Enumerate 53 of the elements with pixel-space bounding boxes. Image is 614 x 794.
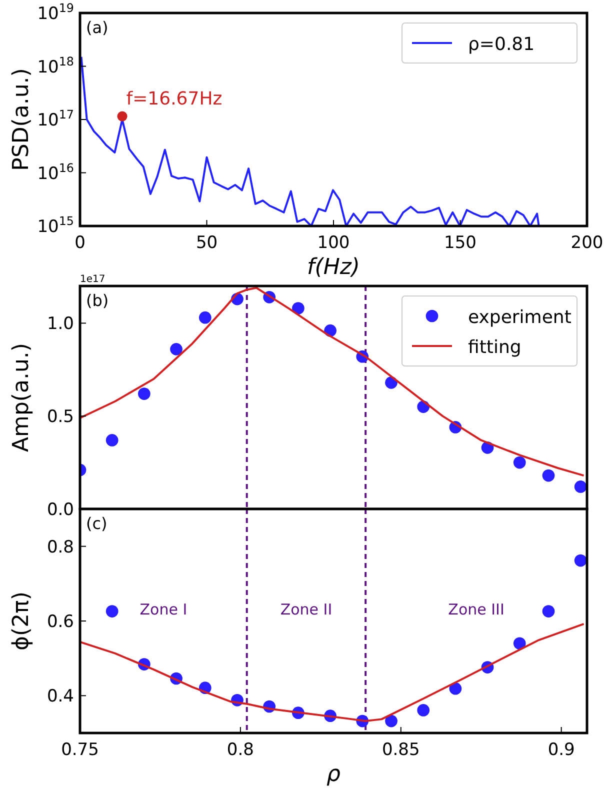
y-tick-label: 10$^{15}$ — [37, 214, 74, 237]
point — [449, 682, 462, 695]
y-tick-label: 10$^{17}$ — [37, 108, 74, 130]
x-tick-label: 0 — [74, 233, 86, 253]
point — [292, 302, 304, 314]
point — [198, 311, 212, 324]
line-series — [80, 56, 540, 226]
y-axis-title: PSD(a.u.) — [9, 68, 34, 171]
x-tick-label: 0.9 — [548, 740, 575, 760]
x-tick-label: 50 — [196, 233, 218, 253]
annotation: (c) — [86, 514, 108, 533]
x-tick-label: 100 — [317, 233, 350, 253]
point — [542, 605, 555, 618]
point — [574, 554, 587, 567]
point — [417, 704, 430, 716]
y-tick-label: 0.0 — [46, 500, 74, 520]
annotation: Zone II — [280, 600, 332, 618]
annotation: (a) — [86, 18, 108, 37]
point — [542, 469, 555, 482]
point — [138, 388, 150, 400]
annotation: Zone III — [448, 600, 504, 618]
y-axis-title: Amp(a.u.) — [9, 342, 34, 452]
point — [513, 637, 526, 650]
x-axis-title: ρ — [326, 762, 341, 787]
x-tick-label: 200 — [570, 233, 604, 253]
point — [106, 605, 118, 618]
point — [574, 480, 587, 493]
y-axis-title: ϕ(2π) — [9, 592, 34, 650]
line-series — [80, 286, 585, 477]
legend-label: experiment — [468, 307, 572, 328]
x-axis-title: f(Hz) — [306, 255, 360, 280]
y-tick-label: 10$^{18}$ — [37, 54, 74, 78]
y-tick-label: 0.8 — [46, 537, 74, 558]
legend-label: ρ=0.81 — [468, 34, 535, 55]
y-tick-label: 0.6 — [46, 612, 74, 632]
y-tick-label: 0.4 — [46, 686, 74, 707]
point — [385, 714, 398, 728]
text: 1e17 — [80, 274, 106, 285]
x-tick-label: 0.85 — [382, 740, 420, 760]
annotation: f=16.67Hz — [126, 88, 222, 110]
annotation: (b) — [86, 291, 109, 310]
annotation: Zone I — [140, 600, 188, 618]
y-tick-label: 10$^{19}$ — [37, 1, 74, 24]
y-tick-label: 1.0 — [46, 314, 74, 334]
y-tick-label: 0.5 — [46, 407, 74, 428]
x-tick-label: 0.75 — [61, 740, 99, 760]
point — [170, 343, 182, 356]
point — [106, 434, 118, 446]
point — [513, 456, 526, 469]
x-tick-label: 150 — [444, 233, 476, 253]
x-tick-label: 0.8 — [226, 740, 254, 760]
legend-label: fitting — [468, 337, 522, 358]
y-tick-label: 10$^{16}$ — [37, 160, 74, 184]
